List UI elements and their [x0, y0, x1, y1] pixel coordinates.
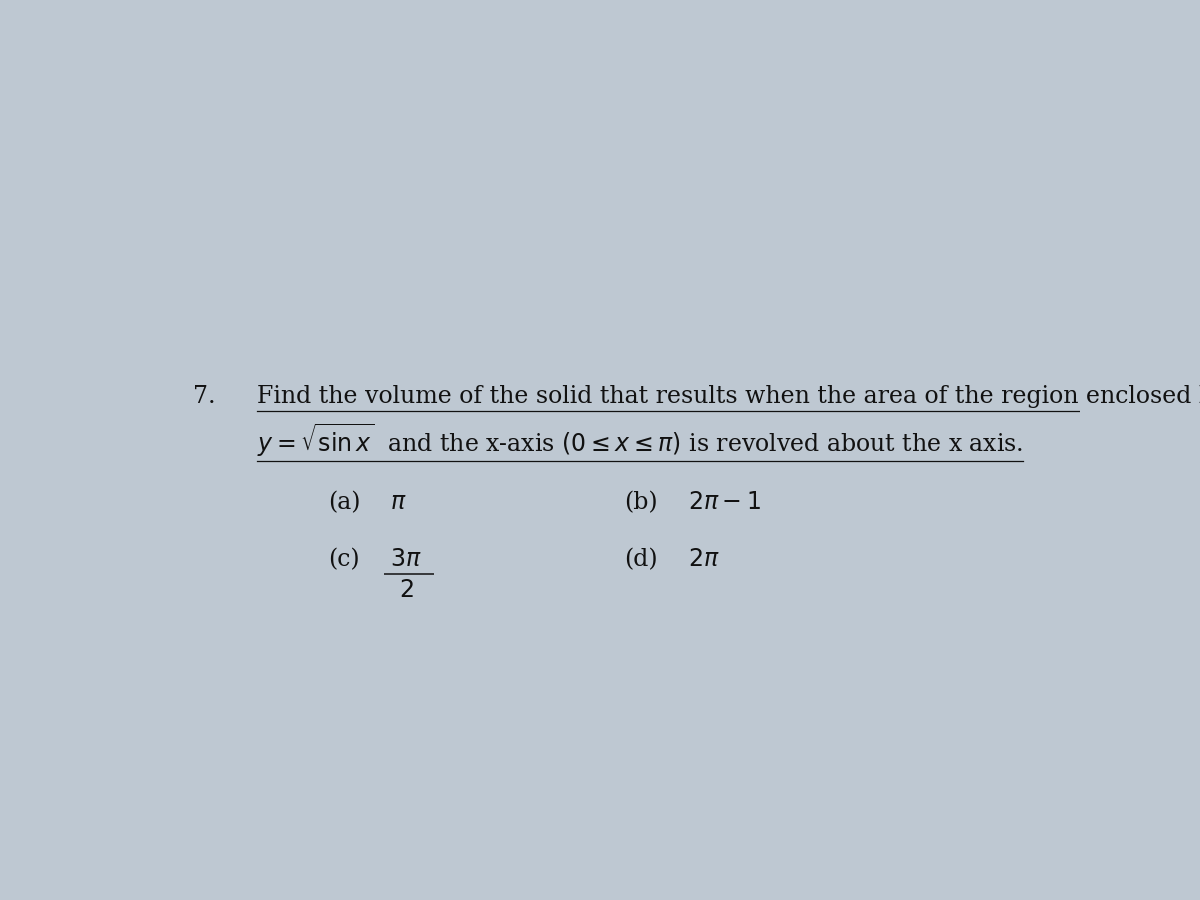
Text: (a): (a) — [329, 491, 361, 514]
Text: $2\pi$: $2\pi$ — [688, 548, 719, 572]
Text: (c): (c) — [329, 548, 360, 572]
Text: $\pi$: $\pi$ — [390, 491, 407, 514]
Text: $2$: $2$ — [400, 579, 414, 601]
Text: $y=\sqrt{\sin x}$  and the x-axis $(0\leq x\leq \pi)$ is revolved about the x ax: $y=\sqrt{\sin x}$ and the x-axis $(0\leq… — [257, 421, 1024, 459]
Text: (b): (b) — [624, 491, 658, 514]
Text: $2\pi - 1$: $2\pi - 1$ — [688, 491, 761, 514]
Text: $3\pi$: $3\pi$ — [390, 548, 421, 572]
Text: Find the volume of the solid that results when the area of the region enclosed b: Find the volume of the solid that result… — [257, 385, 1200, 409]
Text: 7.: 7. — [193, 385, 216, 409]
Text: (d): (d) — [624, 548, 658, 572]
